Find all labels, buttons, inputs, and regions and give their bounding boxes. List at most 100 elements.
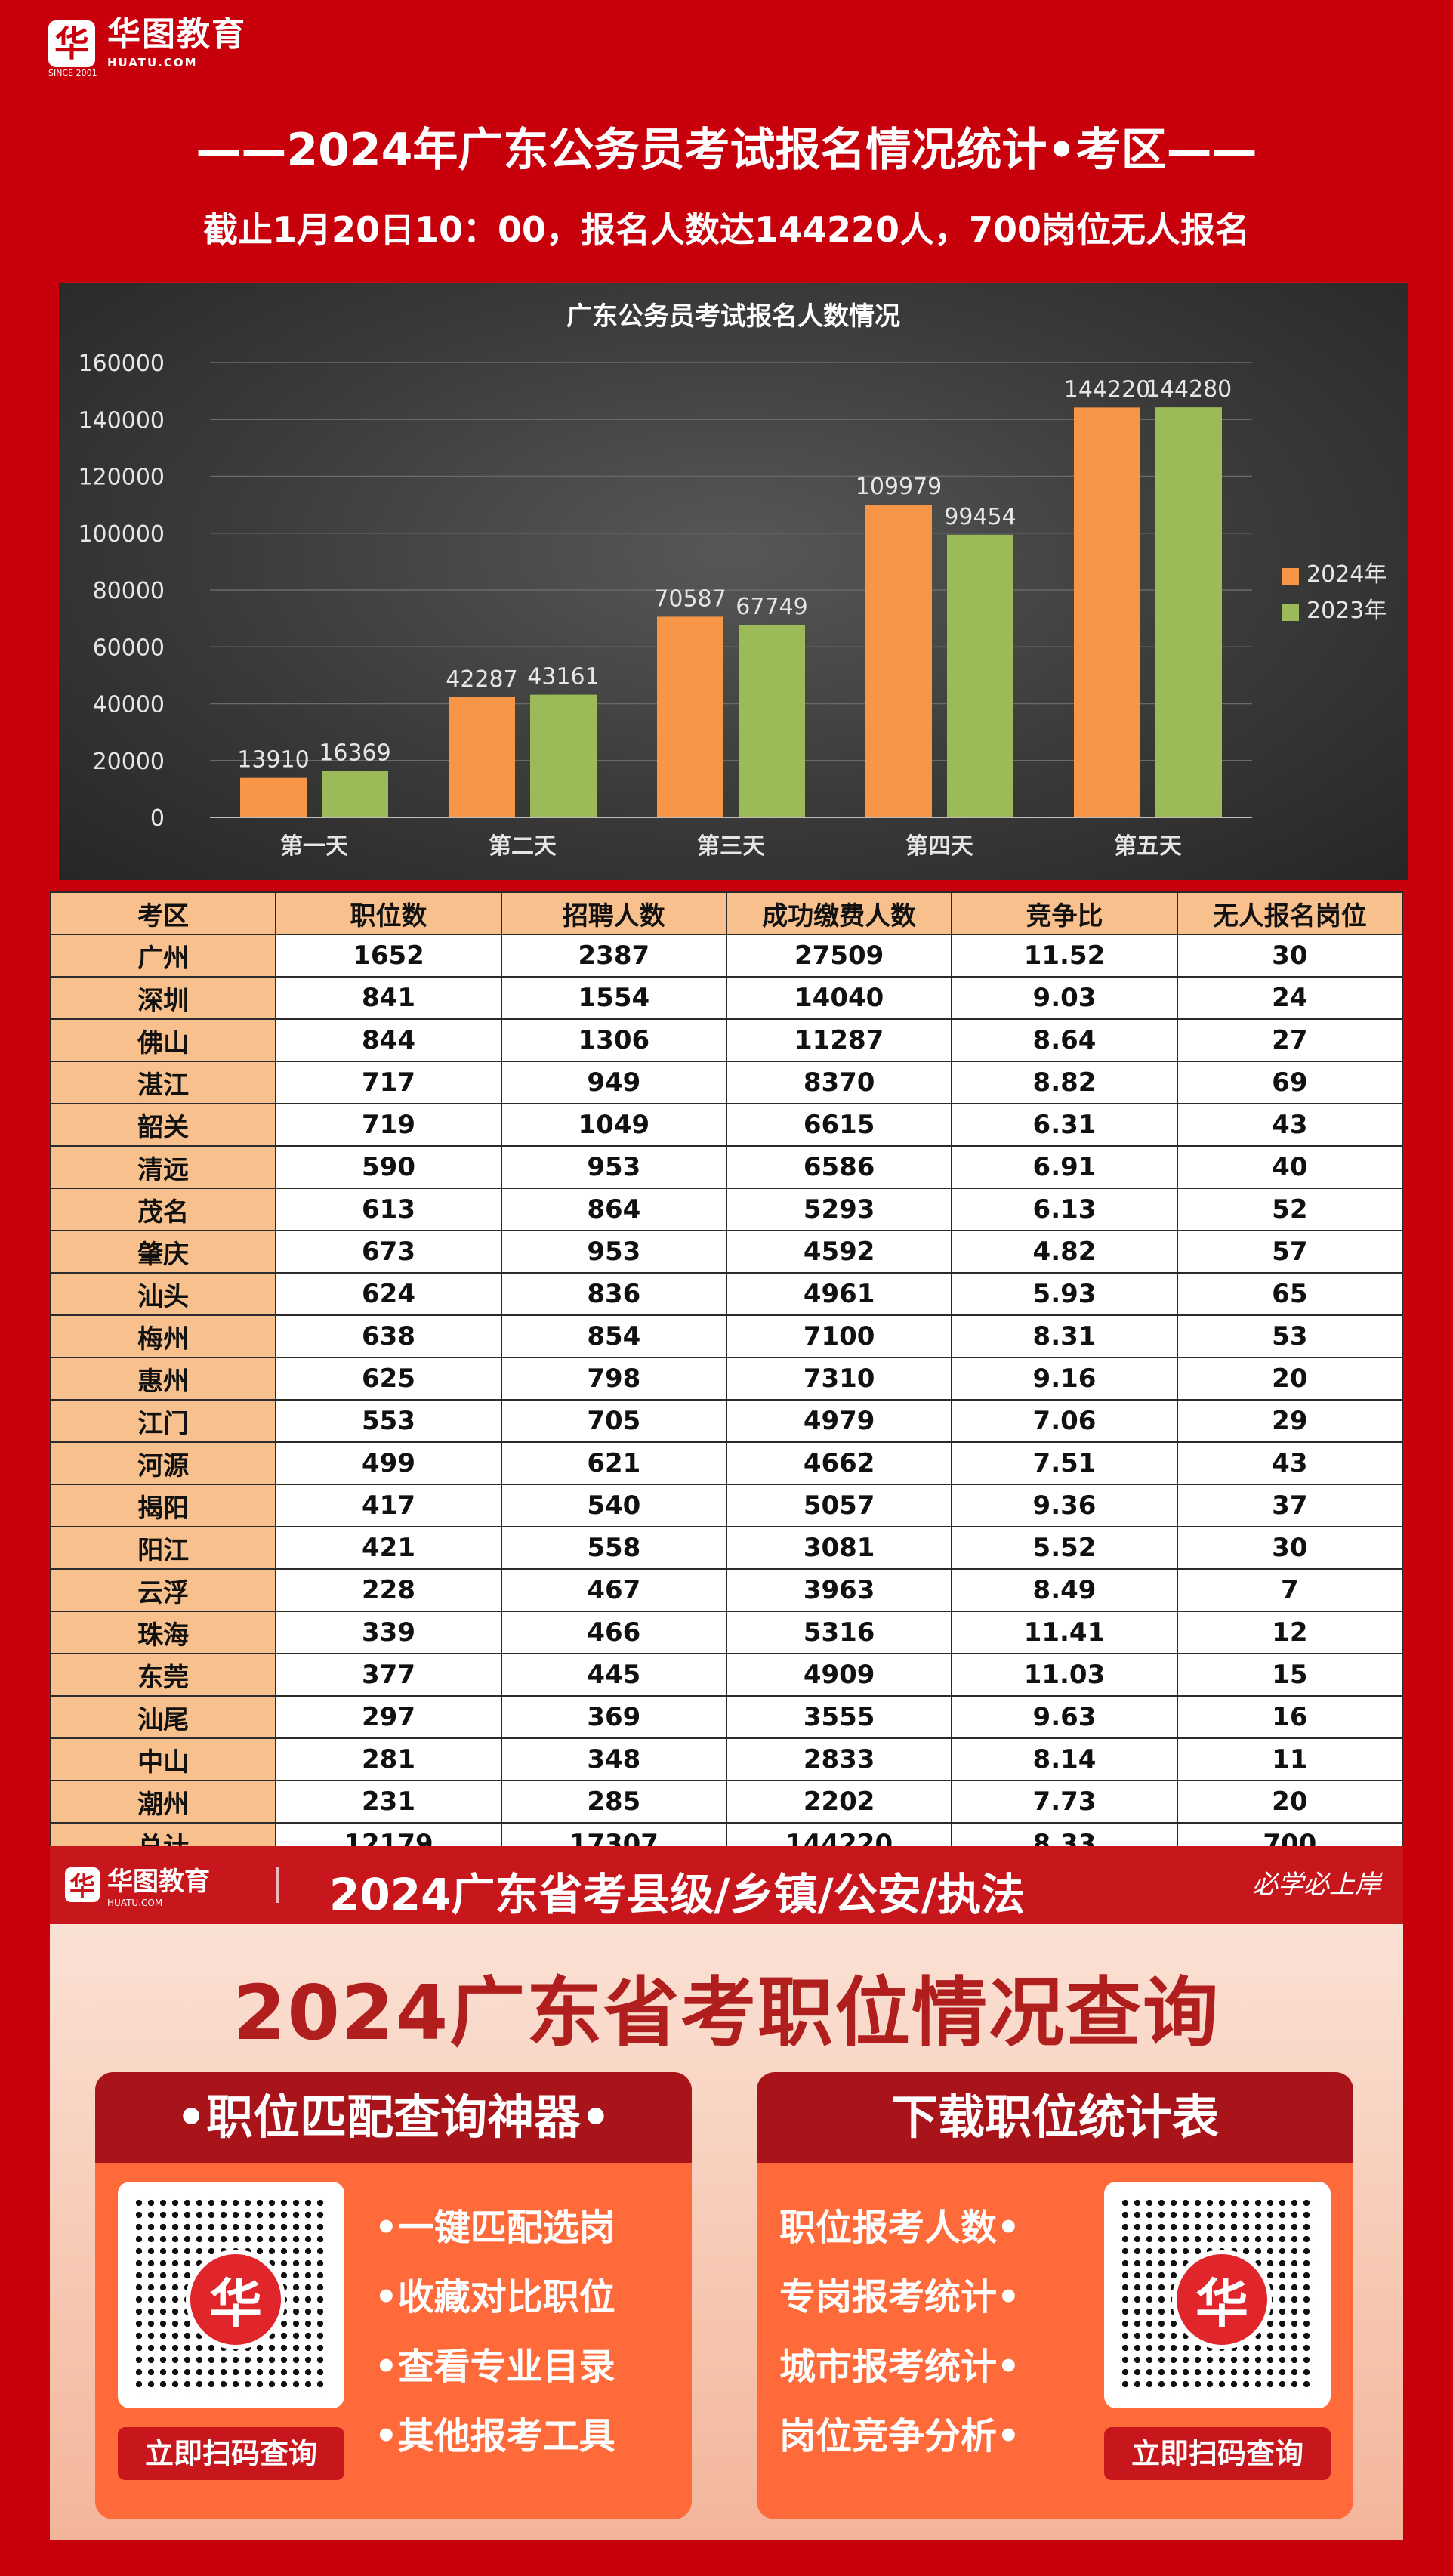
table-cell: 9.03 [951, 976, 1178, 1020]
region-cell: 江门 [49, 1399, 277, 1443]
download-stats-panel[interactable]: 下载职位统计表 职位报考人数• 专岗报考统计• 城市报考统计• 岗位竞争分析• … [757, 2072, 1353, 2519]
promo-headline: 2024广东省考县级/乡镇/公安/执法 [329, 1869, 1025, 1920]
table-cell: 4592 [725, 1230, 953, 1274]
table-cell: 558 [500, 1526, 727, 1570]
table-cell: 717 [275, 1061, 502, 1104]
x-tick-label: 第一天 [280, 833, 348, 860]
x-tick-label: 第三天 [697, 833, 765, 860]
table-cell: 37 [1176, 1484, 1404, 1527]
table-cell: 4961 [725, 1272, 953, 1316]
region-cell: 深圳 [49, 976, 277, 1020]
table-cell: 14040 [725, 976, 953, 1020]
table-cell: 4979 [725, 1399, 953, 1443]
feature-item: 岗位竞争分析• [779, 2415, 1020, 2457]
promo-logo: 华 华图教育 HUATU.COM [65, 1861, 210, 1908]
region-cell: 湛江 [49, 1061, 277, 1104]
table-row: 肇庆 673 953 4592 4.82 57 [49, 1230, 1404, 1274]
table-cell: 8.49 [951, 1568, 1178, 1612]
table-cell: 6586 [725, 1145, 953, 1189]
table-cell: 445 [500, 1653, 727, 1697]
y-tick-label: 100000 [78, 521, 165, 548]
region-cell: 茂名 [49, 1188, 277, 1231]
qr-code-icon[interactable]: 华 [1104, 2182, 1331, 2408]
y-tick-label: 140000 [78, 407, 165, 434]
table-cell: 1652 [275, 934, 502, 978]
table-cell: 7.06 [951, 1399, 1178, 1443]
panel-title: 下载职位统计表 [757, 2072, 1353, 2163]
y-tick-label: 80000 [93, 578, 165, 604]
table-cell: 27 [1176, 1018, 1404, 1062]
table-cell: 624 [275, 1272, 502, 1316]
table-cell: 377 [275, 1653, 502, 1697]
table-cell: 9.36 [951, 1484, 1178, 1527]
promo-banner[interactable]: 华 华图教育 HUATU.COM 2024广东省考县级/乡镇/公安/执法 必学必… [50, 1846, 1403, 2540]
table-cell: 4662 [725, 1441, 953, 1485]
legend-label: 2024年 [1306, 561, 1387, 588]
region-cell: 汕尾 [49, 1695, 277, 1739]
table-cell: 7.73 [951, 1780, 1178, 1824]
table-cell: 7310 [725, 1357, 953, 1401]
scan-query-button[interactable]: 立即扫码查询 [118, 2427, 344, 2480]
scan-query-button[interactable]: 立即扫码查询 [1104, 2427, 1331, 2480]
table-cell: 11.03 [951, 1653, 1178, 1697]
legend-label: 2023年 [1306, 598, 1387, 624]
table-cell: 6615 [725, 1103, 953, 1147]
table-cell: 339 [275, 1611, 502, 1654]
table-cell: 673 [275, 1230, 502, 1274]
table-cell: 844 [275, 1018, 502, 1062]
table-cell: 29 [1176, 1399, 1404, 1443]
table-cell: 27509 [725, 934, 953, 978]
y-tick-label: 0 [150, 805, 165, 832]
table-cell: 40 [1176, 1145, 1404, 1189]
table-cell: 369 [500, 1695, 727, 1739]
table-cell: 553 [275, 1399, 502, 1443]
region-cell: 汕头 [49, 1272, 277, 1316]
table-row: 珠海 339 466 5316 11.41 12 [49, 1611, 1404, 1654]
promo-slogan: 必学必上岸 [1252, 1870, 1381, 1900]
column-header: 招聘人数 [500, 891, 727, 935]
table-cell: 16 [1176, 1695, 1404, 1739]
table-cell: 30 [1176, 934, 1404, 978]
table-cell: 8.82 [951, 1061, 1178, 1104]
data-label: 99454 [944, 504, 1016, 530]
table-cell: 3081 [725, 1526, 953, 1570]
feature-item: •查看专业目录 [375, 2346, 615, 2388]
table-cell: 20 [1176, 1357, 1404, 1401]
bar-2023 [947, 534, 1013, 817]
table-cell: 7100 [725, 1314, 953, 1358]
qr-code-icon[interactable]: 华 [118, 2182, 344, 2408]
table-header-row: 考区 职位数 招聘人数 成功缴费人数 竞争比 无人报名岗位 [49, 891, 1404, 935]
table-row: 梅州 638 854 7100 8.31 53 [49, 1314, 1404, 1358]
table-cell: 20 [1176, 1780, 1404, 1824]
data-label: 144220 [1064, 376, 1151, 403]
page-title: ——2024年广东公务员考试报名情况统计•考区—— [196, 124, 1257, 177]
feature-list: 职位报考人数• 专岗报考统计• 城市报考统计• 岗位竞争分析• [779, 2193, 1020, 2471]
table-row: 揭阳 417 540 5057 9.36 37 [49, 1484, 1404, 1527]
bar-2024 [449, 697, 515, 817]
table-cell: 3555 [725, 1695, 953, 1739]
region-cell: 阳江 [49, 1526, 277, 1570]
bar-2023 [530, 694, 597, 817]
brand-url: HUATU.COM [107, 56, 198, 69]
table-cell: 6.13 [951, 1188, 1178, 1231]
position-match-panel[interactable]: •职位匹配查询神器• 华 立即扫码查询 •一键匹配选岗 •收藏对比职位 •查看专… [95, 2072, 692, 2519]
promo-big-title: 2024广东省考职位情况查询 [233, 1969, 1220, 2057]
table-cell: 953 [500, 1145, 727, 1189]
table-cell: 625 [275, 1357, 502, 1401]
data-label: 70587 [654, 585, 726, 612]
table-cell: 43 [1176, 1441, 1404, 1485]
x-tick-label: 第五天 [1114, 833, 1182, 860]
region-cell: 珠海 [49, 1611, 277, 1654]
table-cell: 5057 [725, 1484, 953, 1527]
table-cell: 24 [1176, 976, 1404, 1020]
registration-chart: 广东公务员考试报名人数情况 0 20000 40000 60000 80000 100000… [59, 283, 1408, 880]
table-cell: 638 [275, 1314, 502, 1358]
table-cell: 864 [500, 1188, 727, 1231]
column-header: 职位数 [275, 891, 502, 935]
feature-item: 职位报考人数• [779, 2207, 1020, 2249]
brand-name: 华图教育 [107, 15, 246, 54]
column-header: 成功缴费人数 [725, 891, 953, 935]
region-cell: 肇庆 [49, 1230, 277, 1274]
table-row: 深圳 841 1554 14040 9.03 24 [49, 976, 1404, 1020]
huatu-logo-icon: 华 [1172, 2250, 1272, 2349]
